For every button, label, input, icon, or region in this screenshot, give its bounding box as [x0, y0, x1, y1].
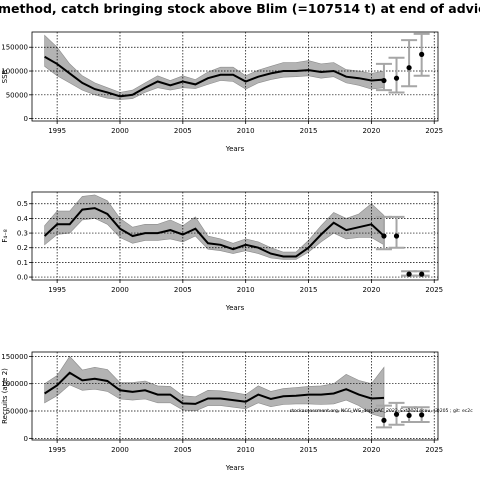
x-tick-label: 2025 — [425, 286, 443, 294]
x-tick-label: 2000 — [111, 446, 129, 454]
projection-point — [406, 65, 412, 71]
x-tick-label: 2005 — [174, 446, 192, 454]
y-tick-label: 0.0 — [17, 274, 28, 282]
projection-point — [381, 77, 387, 84]
projection-point — [419, 412, 425, 418]
x-axis-label: Years — [225, 464, 245, 472]
source-annotation: stockassessment.org, NCC_WG_dsp_GAC_2022… — [290, 408, 474, 414]
x-axis-label: Years — [225, 304, 245, 312]
y-tick-label: 100000 — [1, 380, 28, 388]
plot-frame — [31, 351, 439, 441]
y-axis-label: Recruits (age 2) — [1, 368, 9, 424]
y-tick-label: 0.2 — [17, 244, 28, 252]
projection-point — [419, 271, 425, 277]
x-tick-label: 1995 — [48, 127, 66, 135]
x-tick-label: 2010 — [237, 446, 255, 454]
x-tick-label: 2000 — [111, 286, 129, 294]
y-tick-label: 150000 — [1, 44, 28, 52]
panel-1: 1995 2000 2005 2010 2015 2020 2025 0 50000 100000… — [1, 31, 443, 153]
projection-point — [381, 233, 387, 239]
estimate-line — [43, 207, 385, 258]
projection-point — [393, 233, 400, 239]
y-axis-label: SSB — [1, 69, 9, 83]
plot-frame — [31, 31, 439, 122]
x-tick-label: 1995 — [48, 286, 66, 294]
x-tick-label: 2005 — [174, 127, 192, 135]
x-tick-label: 2025 — [425, 446, 443, 454]
projection-point — [393, 411, 400, 417]
x-tick-label: 2010 — [237, 286, 255, 294]
x-tick-label: 2005 — [174, 286, 192, 294]
plot-frame — [31, 191, 439, 281]
x-tick-label: 2015 — [300, 127, 318, 135]
x-axis-label: Years — [225, 145, 245, 153]
x-tick-label: 2020 — [362, 286, 380, 294]
x-tick-label: 2025 — [425, 127, 443, 135]
confidence-band — [44, 194, 385, 260]
projection-point — [406, 271, 412, 277]
y-axis-label: F₄₋₈ — [1, 229, 9, 243]
x-tick-label: 2020 — [362, 446, 380, 454]
y-tick-label: 50000 — [6, 408, 28, 416]
projection-point — [381, 417, 387, 423]
x-tick-label: 2000 — [111, 127, 129, 135]
projection-point — [419, 51, 425, 57]
y-tick-label: 0.3 — [17, 230, 28, 238]
y-tick-label: 50000 — [6, 91, 28, 99]
panel-3: 1995 2000 2005 2010 2015 2020 2025 0 50000 100000… — [1, 351, 474, 472]
x-tick-label: 2015 — [300, 286, 318, 294]
y-tick-label: 0 — [24, 435, 28, 443]
x-tick-label: 2020 — [362, 127, 380, 135]
x-tick-label: 2015 — [300, 446, 318, 454]
x-tick-label: 1995 — [48, 446, 66, 454]
panel-2: 1995 2000 2005 2010 2015 2020 2025 0.0 0.1 0.2 0.3… — [1, 191, 443, 312]
estimate-line — [44, 371, 385, 405]
x-tick-label: 2010 — [237, 127, 255, 135]
y-tick-label: 0.4 — [17, 215, 29, 223]
y-tick-label: 150000 — [1, 353, 28, 361]
y-tick-label: 100000 — [1, 68, 28, 76]
chart-title: method, catch bringing stock above Blim … — [0, 1, 480, 16]
y-tick-label: 0.1 — [17, 259, 28, 267]
projection-point — [406, 412, 412, 419]
y-tick-label: 0 — [24, 115, 28, 123]
projection-point — [393, 75, 400, 81]
y-tick-label: 0.5 — [17, 200, 28, 208]
estimate-line — [44, 55, 385, 98]
